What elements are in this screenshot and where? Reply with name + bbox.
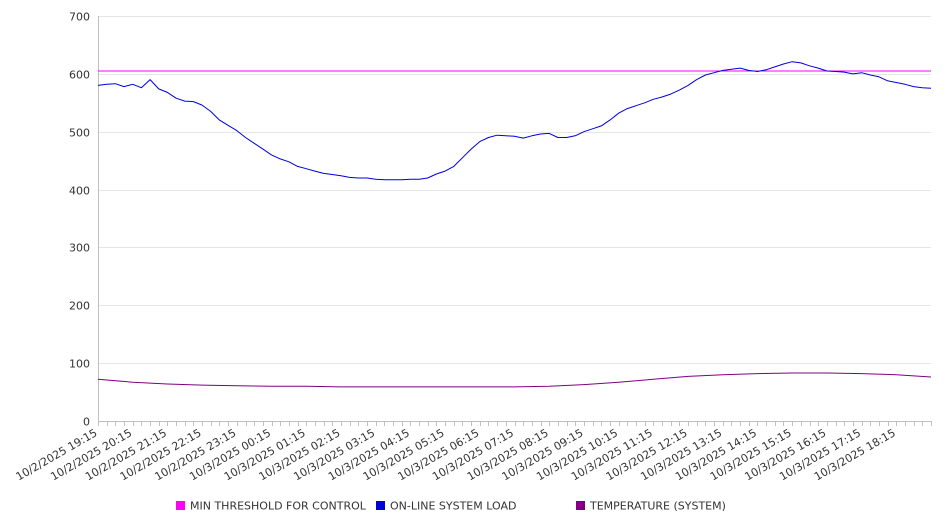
- legend-swatch-0: [176, 501, 185, 510]
- y-tick-label-400: 400: [69, 185, 90, 198]
- y-tick-label-500: 500: [69, 127, 90, 140]
- legend: MIN THRESHOLD FOR CONTROL ON-LINE SYSTEM …: [176, 500, 726, 513]
- y-tick-label-0: 0: [83, 416, 90, 429]
- series-line-1: [97, 61, 932, 181]
- legend-label-1: ON-LINE SYSTEM LOAD: [390, 500, 516, 513]
- series-line-2: [97, 372, 932, 388]
- y-tick-label-100: 100: [69, 358, 90, 371]
- y-tick-label-300: 300: [69, 242, 90, 255]
- series-lines: [97, 61, 932, 388]
- y-tick-label-700: 700: [69, 11, 90, 24]
- legend-swatch-2: [576, 501, 585, 510]
- legend-label-0: MIN THRESHOLD FOR CONTROL: [190, 500, 367, 513]
- y-tick-label-200: 200: [69, 300, 90, 313]
- legend-swatch-1: [376, 501, 385, 510]
- legend-label-2: TEMPERATURE (SYSTEM): [589, 500, 726, 513]
- grid-lines: [98, 16, 931, 364]
- axes: [98, 16, 932, 426]
- y-tick-label-600: 600: [69, 69, 90, 82]
